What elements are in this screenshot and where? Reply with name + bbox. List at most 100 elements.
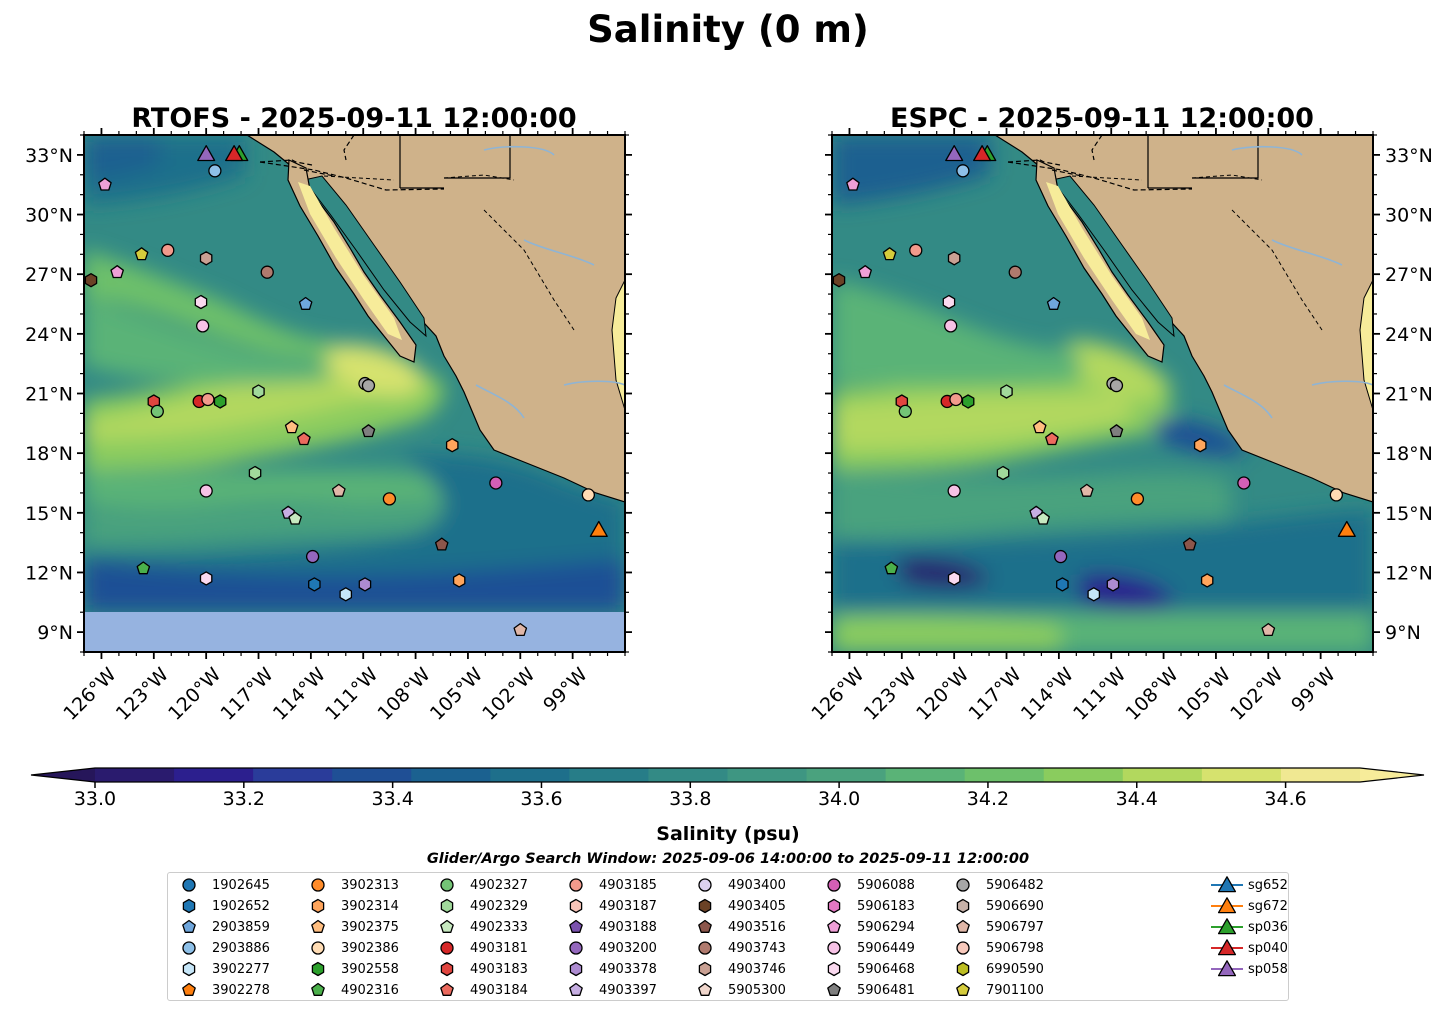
legend-label: sg652 bbox=[1248, 877, 1288, 893]
lat-tick-label: 12°N bbox=[1385, 562, 1433, 584]
legend-item: 3902558 bbox=[307, 959, 399, 979]
obs-marker-sp040 bbox=[225, 145, 244, 162]
colorbar-segment bbox=[411, 768, 491, 782]
state-border bbox=[259, 161, 445, 191]
colorbar-tick-label: 33.2 bbox=[223, 788, 265, 810]
legend-marker-6990590 bbox=[956, 961, 970, 977]
obs-marker-5906797 bbox=[1079, 483, 1094, 497]
legend-marker-1902652 bbox=[182, 898, 196, 914]
obs-marker-3902386 bbox=[581, 488, 596, 502]
legend-marker-4903188 bbox=[569, 919, 583, 933]
legend-marker bbox=[956, 982, 970, 996]
legend-item: 5905300 bbox=[694, 980, 786, 1000]
legend-item: 7901100 bbox=[952, 980, 1044, 1000]
legend-marker bbox=[956, 878, 970, 892]
legend-label: 4903746 bbox=[728, 961, 786, 977]
colorbar-segment bbox=[1201, 768, 1282, 782]
gulf-of-california bbox=[303, 175, 427, 338]
legend-marker bbox=[827, 878, 841, 892]
legend-item: 5906088 bbox=[823, 875, 915, 895]
colorbar-tick-label: 34.0 bbox=[818, 788, 860, 810]
lat-tick-label: 27°N bbox=[1385, 264, 1433, 286]
obs-marker-5906449 bbox=[944, 319, 958, 333]
legend-marker bbox=[827, 898, 841, 914]
legend-marker-5906798 bbox=[956, 941, 970, 955]
obs-marker-5906797 bbox=[1261, 622, 1276, 637]
legend-marker-4903405 bbox=[698, 898, 712, 914]
legend-label: 3902313 bbox=[341, 877, 399, 893]
panel-espc: ESPC - 2025-09-11 12:00:00 bbox=[807, 103, 1433, 725]
legend-marker bbox=[1211, 897, 1243, 914]
obs-marker-5906481 bbox=[1109, 424, 1124, 438]
lat-tick-label: 15°N bbox=[25, 503, 73, 525]
obs-marker-2903886 bbox=[956, 164, 970, 178]
legend-marker bbox=[311, 878, 325, 892]
legend-marker bbox=[182, 919, 196, 933]
legend-marker bbox=[1211, 876, 1243, 893]
legend-marker bbox=[827, 941, 841, 955]
lat-tick-label: 33°N bbox=[1385, 145, 1433, 167]
legend-marker bbox=[569, 878, 583, 892]
legend-marker-5906481 bbox=[827, 982, 841, 996]
lat-tick-label: 18°N bbox=[1385, 443, 1433, 465]
legend-marker bbox=[956, 919, 970, 933]
legend-marker-sg652 bbox=[1217, 876, 1237, 893]
river bbox=[1311, 380, 1373, 386]
legend-marker bbox=[569, 961, 583, 977]
obs-marker-4903184 bbox=[297, 432, 311, 446]
lat-tick-label: 21°N bbox=[25, 384, 73, 406]
legend-marker bbox=[827, 961, 841, 977]
obs-marker-3902314 bbox=[1193, 438, 1207, 453]
lon-tick-label: 102°W bbox=[1226, 663, 1287, 724]
legend-marker-5906482 bbox=[956, 878, 970, 892]
legend-item: 4902327 bbox=[436, 875, 528, 895]
obs-marker-4903200 bbox=[305, 549, 320, 564]
legend-marker bbox=[182, 878, 196, 892]
legend-item: 2903886 bbox=[178, 938, 270, 958]
land-rtofs bbox=[245, 135, 625, 503]
legend-label: 1902645 bbox=[212, 877, 270, 893]
legend-item: 5906690 bbox=[952, 896, 1044, 916]
legend-label: 5905300 bbox=[728, 982, 786, 998]
legend-marker-3902314 bbox=[311, 898, 325, 914]
colorbar-extend-low bbox=[31, 768, 95, 782]
legend-marker-4903181 bbox=[440, 941, 454, 955]
colorbar-segment bbox=[1043, 768, 1124, 782]
legend-item: 5906798 bbox=[952, 938, 1044, 958]
legend-marker bbox=[1211, 918, 1243, 935]
legend-item: 4903183 bbox=[436, 959, 528, 979]
legend-marker-4903187 bbox=[569, 898, 583, 914]
obs-marker-4902333 bbox=[288, 511, 302, 525]
obs-marker-1902652 bbox=[308, 577, 321, 592]
obs-marker-4903184 bbox=[1045, 432, 1059, 446]
legend-marker-5906294 bbox=[827, 919, 841, 933]
legend-label: 5906482 bbox=[986, 877, 1044, 893]
lat-tick-label: 24°N bbox=[1385, 324, 1433, 346]
obs-marker-3902277 bbox=[1087, 587, 1101, 602]
us-state-lines bbox=[1147, 135, 1259, 189]
legend-item: 4903405 bbox=[694, 896, 786, 916]
legend-label: 4903405 bbox=[728, 898, 786, 914]
obs-marker-3902313 bbox=[1130, 492, 1145, 506]
lon-tick-label: 105°W bbox=[1174, 663, 1235, 724]
lat-tick-label: 18°N bbox=[25, 443, 73, 465]
lon-tick-label: 111°W bbox=[321, 663, 382, 724]
legend-label: sp058 bbox=[1248, 961, 1288, 977]
legend-marker-5906088 bbox=[827, 878, 841, 892]
legend-marker bbox=[182, 941, 196, 955]
legend-label: 5906183 bbox=[857, 898, 915, 914]
state-border bbox=[323, 174, 575, 331]
legend-marker-4903200 bbox=[569, 941, 583, 955]
legend-marker bbox=[182, 982, 196, 996]
colorbar-segment bbox=[806, 768, 887, 782]
no-data-region bbox=[84, 612, 625, 652]
colorbar-segment bbox=[332, 768, 412, 782]
legend-marker-3902386 bbox=[311, 941, 325, 955]
lon-tick-label: 114°W bbox=[269, 663, 330, 724]
legend-label: 3902277 bbox=[212, 961, 270, 977]
lat-tick-label: 24°N bbox=[25, 324, 73, 346]
legend-label: 4903400 bbox=[728, 877, 786, 893]
obs-marker-sp058 bbox=[197, 145, 216, 162]
legend-marker-3902277 bbox=[182, 961, 196, 977]
obs-marker-5906294 bbox=[98, 177, 112, 191]
